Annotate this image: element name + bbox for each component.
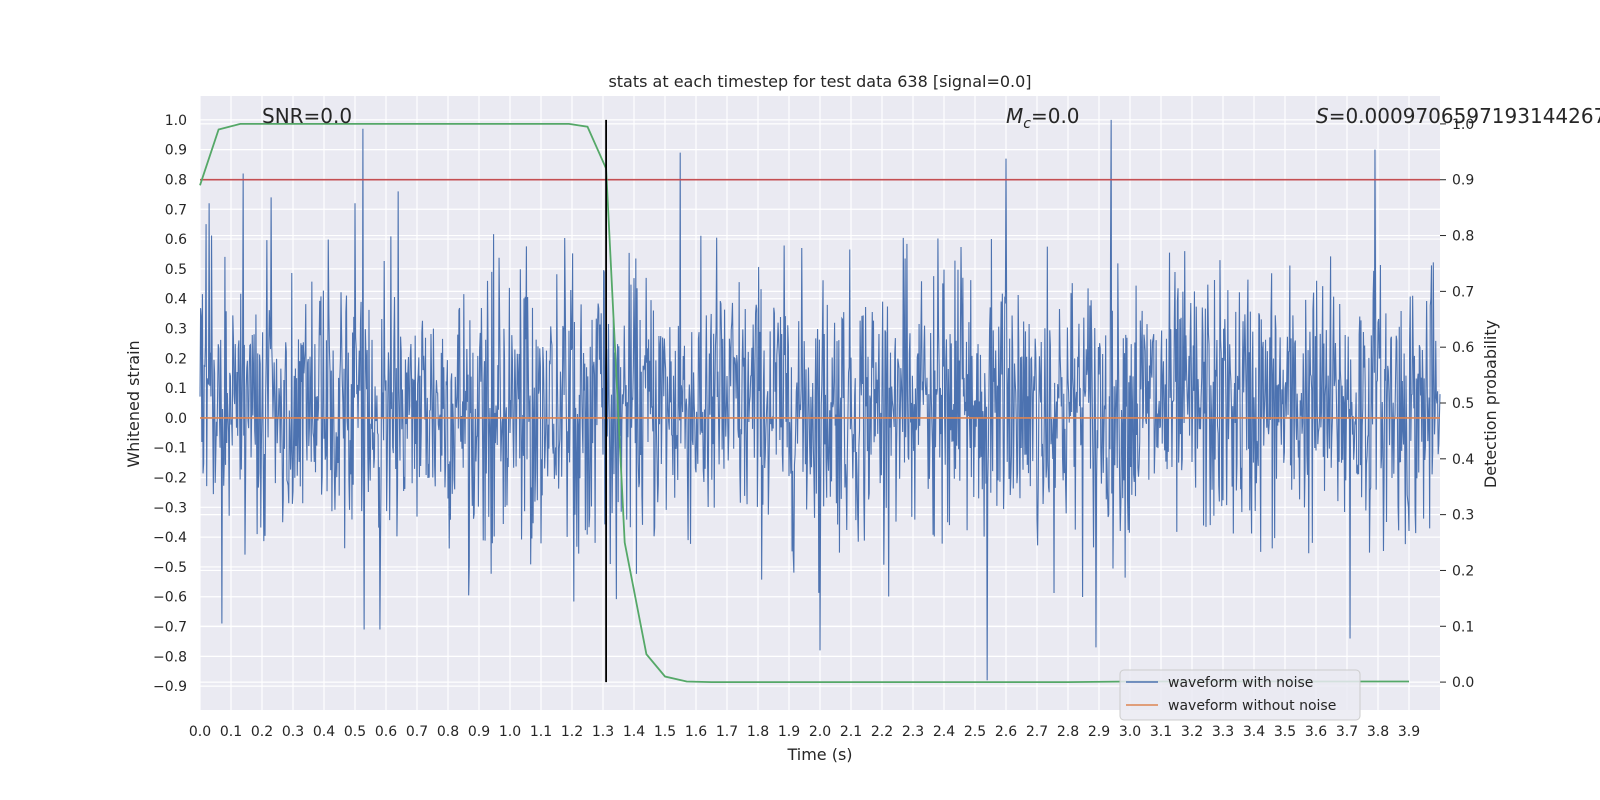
x-tick-label: 0.1: [220, 724, 242, 740]
y-tick-label: −0.1: [153, 441, 187, 457]
y-axis-label: Whitened strain: [124, 340, 143, 467]
x-tick-label: 3.9: [1398, 724, 1420, 740]
x-tick-label: 3.6: [1305, 724, 1327, 740]
y-tick-label: −0.5: [153, 560, 187, 576]
x-tick-label: 2.3: [902, 724, 924, 740]
chirp-mass-subscript: c: [1023, 116, 1031, 132]
line-series: [199, 119, 1440, 683]
x-tick-label: 3.1: [1150, 724, 1172, 740]
chart-title: stats at each timestep for test data 638…: [608, 72, 1031, 91]
s-value: =0.0009706597193144267: [1329, 104, 1600, 128]
legend-label-noise: waveform with noise: [1168, 675, 1313, 691]
noise-series: [199, 119, 1441, 681]
y-tick-label: −0.9: [153, 679, 187, 695]
x-tick-label: 3.0: [1119, 724, 1141, 740]
y2-tick-label: 0.4: [1452, 452, 1474, 468]
y2-tick-label: 0.9: [1452, 173, 1474, 189]
x-tick-label: 0.8: [437, 724, 459, 740]
x-tick-label: 3.5: [1274, 724, 1296, 740]
x-tick-label: 1.2: [561, 724, 583, 740]
y-tick-label: 0.3: [165, 321, 187, 337]
y-tick-label: −0.4: [153, 530, 187, 546]
chirp-mass-symbol: M: [1006, 104, 1023, 128]
legend: waveform with noise waveform without noi…: [1119, 669, 1361, 721]
chirp-mass-annotation: Mc=0.0: [1006, 104, 1080, 132]
y2-tick-label: 0.2: [1452, 563, 1474, 579]
x-tick-label: 1.3: [592, 724, 614, 740]
x-tick-label: 2.0: [809, 724, 831, 740]
x-tick-label: 1.8: [747, 724, 769, 740]
x-tick-label: 1.4: [623, 724, 645, 740]
y2-tick-label: 0.5: [1452, 396, 1474, 412]
y-tick-label: 0.6: [165, 232, 187, 248]
legend-box: [1119, 669, 1361, 721]
x-tick-label: 0.3: [282, 724, 304, 740]
y-tick-label: 0.0: [165, 411, 187, 427]
x-tick-label: 2.8: [1057, 724, 1079, 740]
y-tick-label: 0.9: [165, 143, 187, 159]
y-tick-label: 0.1: [165, 381, 187, 397]
x-tick-label: 0.4: [313, 724, 335, 740]
x-tick-label: 1.1: [530, 724, 552, 740]
y-tick-label: −0.6: [153, 590, 187, 606]
y2-tick-label: 0.6: [1452, 340, 1474, 356]
y2-tick-label: 0.0: [1452, 675, 1474, 691]
x-tick-label: 3.8: [1367, 724, 1389, 740]
x-axis-label: Time (s): [786, 745, 852, 764]
s-symbol: S: [1316, 104, 1329, 128]
x-tick-label: 2.5: [964, 724, 986, 740]
y-tick-label: −0.7: [153, 620, 187, 636]
snr-annotation: SNR=0.0: [262, 104, 352, 128]
y-tick-label: 0.4: [165, 292, 187, 308]
y2-tick-label: 0.8: [1452, 229, 1474, 245]
y-tick-label: 1.0: [165, 113, 187, 129]
x-tick-label: 0.9: [468, 724, 490, 740]
x-tick-label: 1.5: [654, 724, 676, 740]
x-tick-label: 3.3: [1212, 724, 1234, 740]
x-tick-label: 0.0: [189, 724, 211, 740]
s-annotation: S=0.0009706597193144267: [1316, 104, 1600, 128]
x-tick-label: 1.6: [685, 724, 707, 740]
x-tick-label: 1.7: [716, 724, 738, 740]
x-tick-label: 0.2: [251, 724, 273, 740]
x-tick-label: 1.9: [778, 724, 800, 740]
x-tick-label: 0.5: [344, 724, 366, 740]
chirp-mass-value: =0.0: [1031, 104, 1080, 128]
x-tick-label: 2.7: [1026, 724, 1048, 740]
x-tick-label: 0.6: [375, 724, 397, 740]
y2-tick-label: 1.0: [1452, 117, 1474, 133]
x-tick-label: 2.2: [871, 724, 893, 740]
x-tick-labels: 0.0 0.1 0.2 0.3 0.4 0.5 0.6 0.7 0.8 0.9 1.0 1.1 1.2 1…: [189, 724, 1420, 740]
x-tick-label: 1.0: [499, 724, 521, 740]
y-tick-label: 0.7: [165, 202, 187, 218]
y-tick-label: 0.2: [165, 351, 187, 367]
y2-tick-label: 0.3: [1452, 508, 1474, 524]
x-tick-label: 3.2: [1181, 724, 1203, 740]
y2-tick-labels: 1.0 0.9 0.8 0.7 0.6 0.5 0.4 0.3 0.2 0.1 0.0: [1440, 117, 1474, 691]
x-tick-label: 3.4: [1243, 724, 1265, 740]
y-tick-label: −0.3: [153, 500, 187, 516]
series-detection-probability: [199, 123, 1409, 683]
y-tick-labels: 1.0 0.9 0.8 0.7 0.6 0.5 0.4 0.3 0.2 0.1 0.0 −0.1 −0.…: [153, 113, 187, 695]
x-tick-label: 2.6: [995, 724, 1017, 740]
y2-axis-label: Detection probability: [1481, 320, 1500, 488]
legend-label-clean: waveform without noise: [1168, 698, 1336, 714]
series-waveform-with-noise: [199, 119, 1441, 681]
y2-tick-label: 0.1: [1452, 619, 1474, 635]
y-tick-label: −0.2: [153, 471, 187, 487]
x-tick-label: 2.4: [933, 724, 955, 740]
x-tick-label: 0.7: [406, 724, 428, 740]
x-tick-label: 2.9: [1088, 724, 1110, 740]
y-tick-label: −0.8: [153, 649, 187, 665]
y2-tick-label: 0.7: [1452, 284, 1474, 300]
x-tick-label: 3.7: [1336, 724, 1358, 740]
y-tick-label: 0.5: [165, 262, 187, 278]
y-tick-label: 0.8: [165, 172, 187, 188]
x-tick-label: 2.1: [840, 724, 862, 740]
